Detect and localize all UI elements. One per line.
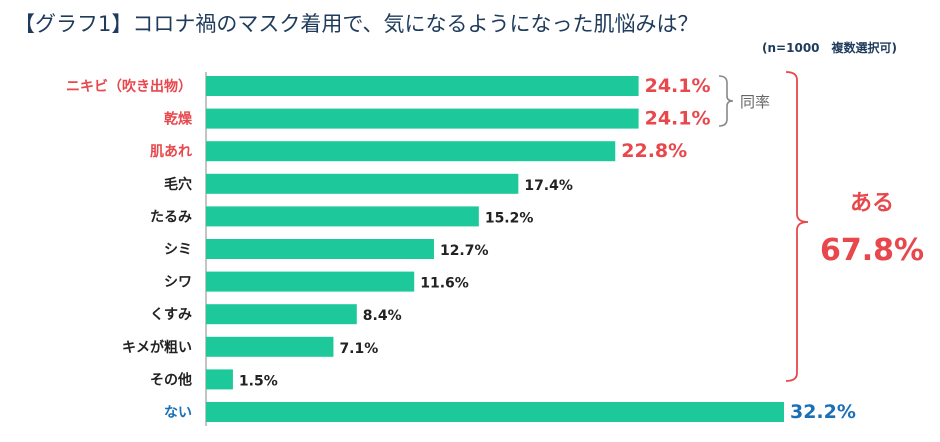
- value-label-3: 17.4%: [524, 178, 573, 194]
- group-label: ある: [850, 191, 894, 216]
- bar-10: [206, 402, 784, 422]
- chart-title: 【グラフ1】コロナ禍のマスク着用で、気になるようになった肌悩みは？: [14, 12, 699, 36]
- category-label-8: キメが粗い: [122, 339, 192, 356]
- value-label-7: 8.4%: [363, 308, 402, 324]
- bar-7: [206, 304, 357, 325]
- value-labels: 24.1% 24.1% 22.8% 17.4% 15.2% 12.7% 11.6% 8.4% 7…: [239, 75, 856, 423]
- bar-4: [206, 206, 479, 227]
- value-label-6: 11.6%: [420, 276, 469, 292]
- value-label-2: 22.8%: [621, 140, 687, 162]
- value-label-9: 1.5%: [239, 373, 278, 389]
- value-label-4: 15.2%: [485, 210, 534, 226]
- bar-6: [206, 271, 415, 292]
- bar-3: [206, 173, 519, 194]
- group-bracket: [785, 71, 809, 382]
- bar-8: [206, 336, 334, 357]
- value-label-1: 24.1%: [645, 108, 711, 130]
- bar-9: [206, 369, 233, 390]
- category-label-0: ニキビ（吹き出物）: [66, 78, 192, 95]
- category-label-6: シワ: [164, 275, 192, 291]
- bar-2: [206, 141, 616, 162]
- bar-5: [206, 239, 434, 259]
- category-label-1: 乾燥: [164, 111, 193, 128]
- same-rate-label: 同率: [740, 93, 770, 111]
- bar-1: [206, 108, 639, 129]
- category-label-5: シミ: [164, 242, 192, 258]
- value-label-10: 32.2%: [790, 401, 856, 423]
- category-label-4: たるみ: [150, 209, 192, 225]
- bar-0: [206, 76, 639, 96]
- category-label-10: ない: [164, 405, 192, 421]
- value-label-0: 24.1%: [645, 75, 711, 97]
- same-rate-brace: [718, 75, 734, 127]
- category-label-3: 毛穴: [164, 176, 192, 193]
- value-label-5: 12.7%: [440, 243, 489, 259]
- category-label-7: くすみ: [150, 307, 192, 323]
- category-label-2: 肌あれ: [150, 144, 192, 160]
- bars: [206, 76, 784, 422]
- value-label-8: 7.1%: [339, 341, 378, 357]
- group-value: 67.8%: [820, 233, 924, 268]
- category-label-9: その他: [150, 371, 192, 388]
- chart-subtitle: (n=1000 複数選択可): [762, 40, 897, 55]
